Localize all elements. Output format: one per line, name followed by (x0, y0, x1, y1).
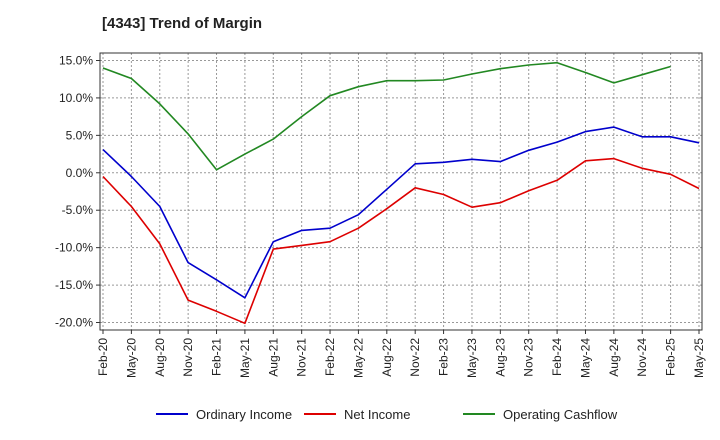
x-tick-label: Feb-21 (210, 338, 224, 376)
series-line-3 (102, 61, 671, 171)
chart-title: [4343] Trend of Margin (102, 15, 263, 32)
y-tick-label: 0.0% (66, 166, 94, 180)
legend-label-1: Ordinary Income (196, 407, 292, 422)
x-tick-label: Nov-24 (635, 338, 649, 377)
y-tick-label: -10.0% (55, 241, 93, 255)
x-tick-label: Aug-20 (153, 338, 167, 377)
x-tick-label: Feb-22 (323, 338, 337, 376)
y-tick-label: -5.0% (62, 203, 94, 217)
x-tick-label: May-25 (692, 338, 706, 378)
x-tick-label: Feb-25 (664, 338, 678, 376)
y-tick-label: 10.0% (59, 91, 93, 105)
x-tick-label: Nov-23 (522, 338, 536, 377)
y-tick-label: 5.0% (66, 128, 94, 142)
x-tick-label: May-22 (351, 338, 365, 378)
x-tick-label: Nov-21 (295, 338, 309, 377)
x-tick-label: May-24 (578, 338, 592, 378)
x-tick-label: Aug-21 (266, 338, 280, 377)
x-tick-label: Aug-22 (380, 338, 394, 377)
y-tick-label: -20.0% (55, 316, 93, 330)
plot-frame (99, 52, 703, 331)
x-tick-label: Nov-22 (408, 338, 422, 377)
x-tick-label: Feb-24 (550, 338, 564, 376)
legend-label-2: Net Income (344, 407, 410, 422)
y-tick-label: 15.0% (59, 53, 93, 67)
x-tick-label: Nov-20 (181, 338, 195, 377)
x-tick-label: Feb-23 (437, 338, 451, 376)
y-tick-label: -15.0% (55, 278, 93, 292)
x-tick-label: Feb-20 (96, 338, 110, 376)
legend-label-3: Operating Cashflow (503, 407, 618, 422)
x-tick-label: May-23 (465, 338, 479, 378)
series-line-2 (102, 157, 700, 325)
x-tick-label: May-20 (124, 338, 138, 378)
x-tick-label: Aug-24 (607, 338, 621, 377)
plot-area (100, 53, 702, 330)
series-line-1 (102, 126, 700, 299)
x-tick-label: May-21 (238, 338, 252, 378)
x-tick-label: Aug-23 (493, 338, 507, 377)
